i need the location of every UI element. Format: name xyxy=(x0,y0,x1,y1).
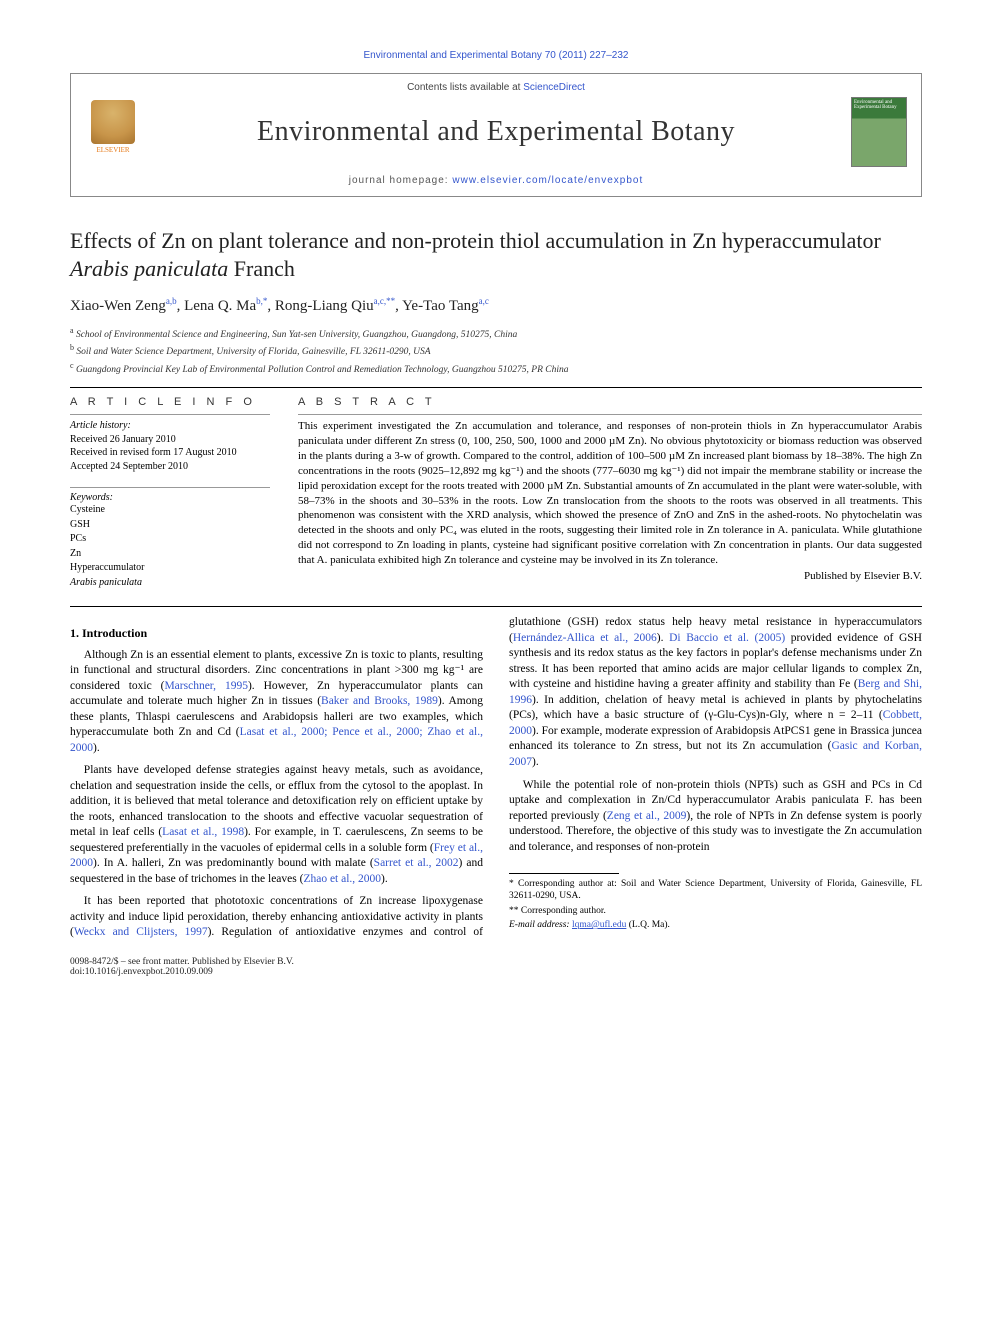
history-label: Article history: xyxy=(70,419,270,433)
page-container: Environmental and Experimental Botany 70… xyxy=(0,0,992,1007)
publisher-line: Published by Elsevier B.V. xyxy=(298,570,922,582)
p3g: ). xyxy=(532,756,539,768)
homepage-link[interactable]: www.elsevier.com/locate/envexpbot xyxy=(452,175,643,186)
body-two-col: 1. Introduction Although Zn is an essent… xyxy=(70,615,922,940)
email-line: E-mail address: lqma@ufl.edu (L.Q. Ma). xyxy=(509,919,922,931)
p3c: ). xyxy=(657,632,669,644)
doi-line: doi:10.1016/j.envexpbot.2010.09.009 xyxy=(70,967,294,977)
keyword: Zn xyxy=(70,547,270,562)
front-matter-line: 0098-8472/$ – see front matter. Publishe… xyxy=(70,957,294,967)
corresponding-1: * Corresponding author at: Soil and Wate… xyxy=(509,878,922,903)
author-list: Xiao-Wen Zenga,b, Lena Q. Mab,*, Rong-Li… xyxy=(70,296,922,315)
intro-para-2: Plants have developed defense strategies… xyxy=(70,763,483,887)
elsevier-tree-icon xyxy=(91,100,135,144)
keywords-list: CysteineGSHPCsZnHyperaccumulatorArabis p… xyxy=(70,503,270,590)
cite-dibaccio-2005[interactable]: Di Baccio et al. (2005) xyxy=(669,632,785,644)
title-part1: Effects of Zn on plant tolerance and non… xyxy=(70,228,881,253)
history-line: Received 26 January 2010 xyxy=(70,433,270,447)
article-info-col: A R T I C L E I N F O Article history: R… xyxy=(70,396,270,590)
article-info-heading: A R T I C L E I N F O xyxy=(70,396,270,408)
history-line: Received in revised form 17 August 2010 xyxy=(70,446,270,460)
abstract-col: A B S T R A C T This experiment investig… xyxy=(298,396,922,590)
affiliation: b Soil and Water Science Department, Uni… xyxy=(70,342,922,359)
abstract-heading: A B S T R A C T xyxy=(298,396,922,408)
p1d: ). xyxy=(93,742,100,754)
article-title: Effects of Zn on plant tolerance and non… xyxy=(70,227,922,282)
elsevier-label: ELSEVIER xyxy=(96,146,129,154)
journal-title: Environmental and Experimental Botany xyxy=(257,116,735,148)
footnotes: * Corresponding author at: Soil and Wate… xyxy=(509,878,922,931)
keyword: Cysteine xyxy=(70,503,270,518)
keyword: GSH xyxy=(70,518,270,533)
homepage-prefix: journal homepage: xyxy=(349,175,453,186)
page-footer: 0098-8472/$ – see front matter. Publishe… xyxy=(70,957,922,977)
p2e: ). xyxy=(381,873,388,885)
p3e: ). In addition, chelation of heavy metal… xyxy=(509,694,922,722)
cite-zeng-2009[interactable]: Zeng et al., 2009 xyxy=(607,810,687,822)
intro-para-1: Although Zn is an essential element to p… xyxy=(70,648,483,757)
running-head: Environmental and Experimental Botany 70… xyxy=(70,50,922,61)
cite-lasat-1998[interactable]: Lasat et al., 1998 xyxy=(162,826,244,838)
p2c: ). In A. halleri, Zn was predominantly b… xyxy=(93,857,374,869)
rule-mid xyxy=(70,606,922,607)
cite-weckx-clijsters-1997[interactable]: Weckx and Clijsters, 1997 xyxy=(74,926,208,938)
elsevier-logo: ELSEVIER xyxy=(85,100,141,164)
cite-sarret-2002[interactable]: Sarret et al., 2002 xyxy=(374,857,459,869)
cite-marschner-1995[interactable]: Marschner, 1995 xyxy=(164,680,248,692)
corresponding-2: ** Corresponding author. xyxy=(509,905,922,917)
keywords-label: Keywords: xyxy=(70,492,270,503)
info-rule-2 xyxy=(70,487,270,488)
section-1-heading: 1. Introduction xyxy=(70,625,483,641)
journal-cover-thumb: Environmental and Experimental Botany xyxy=(851,97,907,167)
contents-prefix: Contents lists available at xyxy=(407,82,523,93)
homepage-line: journal homepage: www.elsevier.com/locat… xyxy=(85,175,907,186)
affiliation: c Guangdong Provincial Key Lab of Enviro… xyxy=(70,360,922,377)
contents-line: Contents lists available at ScienceDirec… xyxy=(85,82,907,93)
intro-para-4: While the potential role of non-protein … xyxy=(509,778,922,856)
keyword: PCs xyxy=(70,532,270,547)
rule-top xyxy=(70,387,922,388)
title-tail: Franch xyxy=(228,256,295,281)
history-line: Accepted 24 September 2010 xyxy=(70,460,270,474)
masthead: Contents lists available at ScienceDirec… xyxy=(70,73,922,197)
info-rule-1 xyxy=(70,414,270,415)
article-history: Article history: Received 26 January 201… xyxy=(70,419,270,473)
footnote-rule xyxy=(509,873,619,874)
corresponding-email-link[interactable]: lqma@ufl.edu xyxy=(572,920,626,930)
email-label: E-mail address: xyxy=(509,920,572,930)
keyword: Arabis paniculata xyxy=(70,576,270,591)
keyword: Hyperaccumulator xyxy=(70,561,270,576)
affiliations: a School of Environmental Science and En… xyxy=(70,325,922,377)
cover-label: Environmental and Experimental Botany xyxy=(854,100,897,110)
cite-zhao-2000[interactable]: Zhao et al., 2000 xyxy=(303,873,381,885)
abstract-rule xyxy=(298,414,922,415)
abstract-text: This experiment investigated the Zn accu… xyxy=(298,419,922,567)
cite-hernandez-allica-2006[interactable]: Hernández-Allica et al., 2006 xyxy=(513,632,657,644)
email-tail: (L.Q. Ma). xyxy=(626,920,670,930)
title-species: Arabis paniculata xyxy=(70,256,228,281)
info-abstract-row: A R T I C L E I N F O Article history: R… xyxy=(70,396,922,590)
cite-baker-brooks-1989[interactable]: Baker and Brooks, 1989 xyxy=(321,695,438,707)
sciencedirect-link[interactable]: ScienceDirect xyxy=(523,82,585,93)
affiliation: a School of Environmental Science and En… xyxy=(70,325,922,342)
